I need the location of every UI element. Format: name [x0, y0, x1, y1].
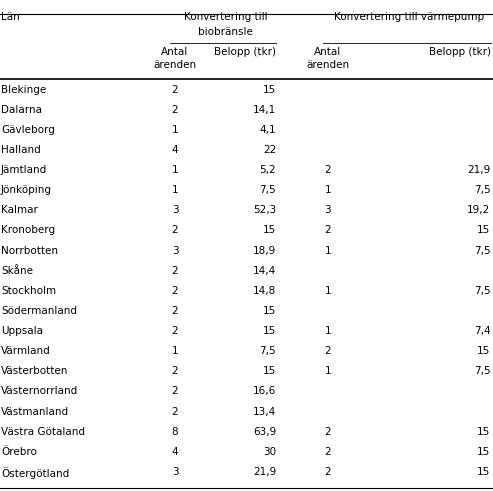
Text: ärenden: ärenden [153, 60, 197, 71]
Text: 4,1: 4,1 [259, 125, 276, 135]
Text: 15: 15 [263, 225, 276, 235]
Text: 7,4: 7,4 [474, 326, 491, 336]
Text: ärenden: ärenden [306, 60, 350, 71]
Text: 15: 15 [263, 84, 276, 94]
Text: 3: 3 [324, 205, 331, 215]
Text: 13,4: 13,4 [253, 407, 276, 416]
Text: 7,5: 7,5 [474, 286, 491, 296]
Text: 2: 2 [172, 286, 178, 296]
Text: 2: 2 [324, 447, 331, 457]
Text: Uppsala: Uppsala [1, 326, 43, 336]
Text: 4: 4 [172, 447, 178, 457]
Text: 7,5: 7,5 [474, 246, 491, 255]
Text: 1: 1 [172, 125, 178, 135]
Text: 15: 15 [477, 225, 491, 235]
Text: 52,3: 52,3 [253, 205, 276, 215]
Text: 2: 2 [172, 386, 178, 396]
Text: Antal: Antal [161, 48, 189, 57]
Text: 14,1: 14,1 [253, 105, 276, 114]
Text: 14,4: 14,4 [253, 266, 276, 275]
Text: 1: 1 [324, 286, 331, 296]
Text: Jämtland: Jämtland [1, 165, 47, 175]
Text: 2: 2 [172, 407, 178, 416]
Text: Västernorrland: Västernorrland [1, 386, 78, 396]
Text: 1: 1 [324, 366, 331, 376]
Text: 15: 15 [263, 366, 276, 376]
Text: 1: 1 [172, 346, 178, 356]
Text: Örebro: Örebro [1, 447, 37, 457]
Text: Blekinge: Blekinge [1, 84, 46, 94]
Text: biobränsle: biobränsle [198, 27, 253, 37]
Text: 7,5: 7,5 [474, 366, 491, 376]
Text: 2: 2 [172, 366, 178, 376]
Text: Västmanland: Västmanland [1, 407, 69, 416]
Text: Antal: Antal [314, 48, 342, 57]
Text: 21,9: 21,9 [467, 165, 491, 175]
Text: 15: 15 [477, 346, 491, 356]
Text: 21,9: 21,9 [253, 467, 276, 477]
Text: 7,5: 7,5 [474, 185, 491, 195]
Text: 7,5: 7,5 [259, 185, 276, 195]
Text: Kronoberg: Kronoberg [1, 225, 55, 235]
Text: 2: 2 [172, 225, 178, 235]
Text: Län: Län [1, 12, 20, 22]
Text: 2: 2 [324, 427, 331, 436]
Text: 14,8: 14,8 [253, 286, 276, 296]
Text: 2: 2 [172, 266, 178, 275]
Text: Västra Götaland: Västra Götaland [1, 427, 85, 436]
Text: Södermanland: Södermanland [1, 306, 77, 316]
Text: 3: 3 [172, 246, 178, 255]
Text: 2: 2 [172, 326, 178, 336]
Text: 1: 1 [172, 185, 178, 195]
Text: 5,2: 5,2 [259, 165, 276, 175]
Text: 19,2: 19,2 [467, 205, 491, 215]
Text: 4: 4 [172, 145, 178, 155]
Text: Halland: Halland [1, 145, 41, 155]
Text: Östergötland: Östergötland [1, 467, 69, 479]
Text: 2: 2 [172, 306, 178, 316]
Text: Jönköping: Jönköping [1, 185, 52, 195]
Text: Dalarna: Dalarna [1, 105, 42, 114]
Text: 8: 8 [172, 427, 178, 436]
Text: Belopp (tkr): Belopp (tkr) [428, 48, 491, 57]
Text: Kalmar: Kalmar [1, 205, 38, 215]
Text: 15: 15 [477, 427, 491, 436]
Text: 15: 15 [263, 326, 276, 336]
Text: Belopp (tkr): Belopp (tkr) [214, 48, 276, 57]
Text: 2: 2 [324, 467, 331, 477]
Text: 1: 1 [324, 246, 331, 255]
Text: 15: 15 [263, 306, 276, 316]
Text: 3: 3 [172, 205, 178, 215]
Text: 15: 15 [477, 447, 491, 457]
Text: 16,6: 16,6 [253, 386, 276, 396]
Text: 2: 2 [324, 165, 331, 175]
Text: 3: 3 [172, 467, 178, 477]
Text: 2: 2 [172, 105, 178, 114]
Text: Stockholm: Stockholm [1, 286, 56, 296]
Text: Skåne: Skåne [1, 266, 33, 275]
Text: Konvertering till värmepump: Konvertering till värmepump [334, 12, 484, 22]
Text: 2: 2 [324, 346, 331, 356]
Text: Västerbotten: Västerbotten [1, 366, 69, 376]
Text: Norrbotten: Norrbotten [1, 246, 58, 255]
Text: 1: 1 [324, 185, 331, 195]
Text: 63,9: 63,9 [253, 427, 276, 436]
Text: 18,9: 18,9 [253, 246, 276, 255]
Text: Konvertering till: Konvertering till [184, 12, 267, 22]
Text: 1: 1 [324, 326, 331, 336]
Text: 22: 22 [263, 145, 276, 155]
Text: 7,5: 7,5 [259, 346, 276, 356]
Text: 1: 1 [172, 165, 178, 175]
Text: Värmland: Värmland [1, 346, 51, 356]
Text: 30: 30 [263, 447, 276, 457]
Text: 2: 2 [324, 225, 331, 235]
Text: 2: 2 [172, 84, 178, 94]
Text: Gävleborg: Gävleborg [1, 125, 55, 135]
Text: 15: 15 [477, 467, 491, 477]
